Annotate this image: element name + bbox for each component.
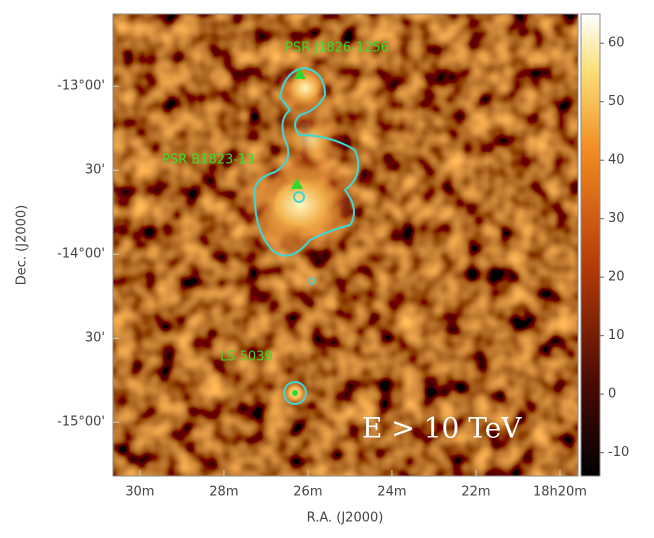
y-tick-label: -13°00' bbox=[57, 79, 105, 94]
colorbar-tick-label: 60 bbox=[608, 36, 625, 51]
colorbar-tick-label: 50 bbox=[608, 94, 625, 109]
annotation: LS 5039 bbox=[220, 350, 273, 365]
colorbar-tick-label: -10 bbox=[608, 445, 629, 460]
y-tick-label: 30' bbox=[85, 331, 105, 346]
y-tick-label: -14°00' bbox=[57, 247, 105, 262]
x-tick-label: 26m bbox=[293, 485, 322, 500]
x-tick-label: 28m bbox=[209, 485, 238, 500]
sky-map bbox=[113, 14, 578, 476]
annotation: E > 10 TeV bbox=[362, 412, 522, 445]
x-tick-label: 30m bbox=[125, 485, 154, 500]
map-frame bbox=[112, 13, 579, 477]
colorbar-tick-label: 30 bbox=[608, 211, 625, 226]
y-axis-label: Dec. (J2000) bbox=[15, 205, 30, 285]
x-axis-label: R.A. (J2000) bbox=[307, 511, 384, 526]
x-tick-label: 24m bbox=[377, 485, 406, 500]
x-tick-label: 18h20m bbox=[533, 485, 587, 500]
y-tick-label: 30' bbox=[85, 163, 105, 178]
annotation: PSR J1826-1256 bbox=[285, 41, 389, 56]
colorbar-tick-label: 40 bbox=[608, 153, 625, 168]
x-tick-label: 22m bbox=[461, 485, 490, 500]
colorbar-tick-label: 20 bbox=[608, 270, 625, 285]
colorbar-tick-label: 0 bbox=[608, 387, 616, 402]
colorbar-tick-label: 10 bbox=[608, 328, 625, 343]
colorbar bbox=[580, 13, 601, 477]
y-tick-label: -15°00' bbox=[57, 415, 105, 430]
annotation: PSR B1823-13 bbox=[162, 153, 255, 168]
